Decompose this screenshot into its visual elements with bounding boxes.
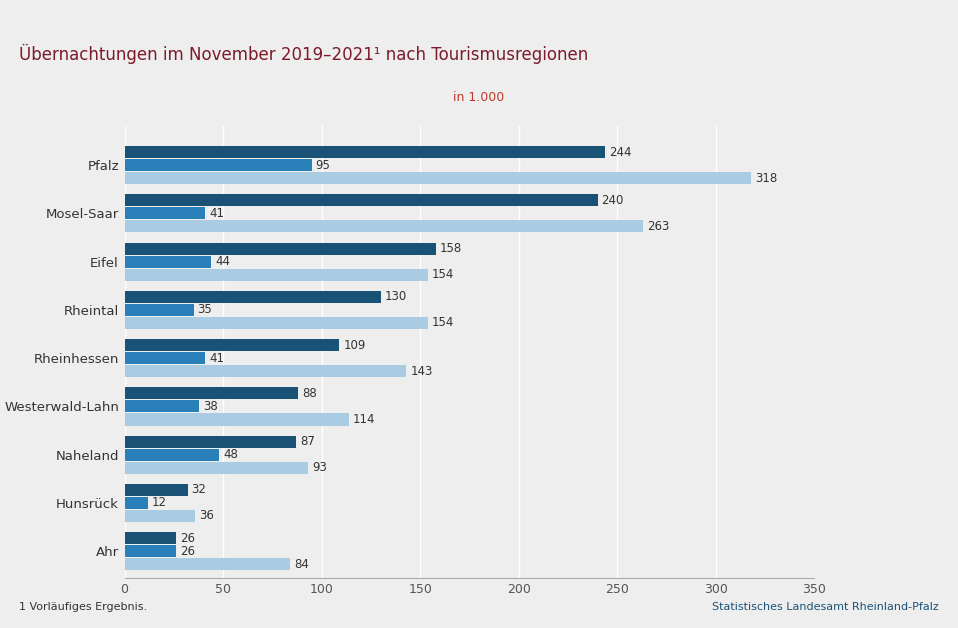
Text: in 1.000: in 1.000 — [453, 90, 505, 104]
Bar — [125, 256, 212, 268]
Bar — [125, 365, 406, 377]
Text: 26: 26 — [180, 544, 194, 558]
Bar — [125, 387, 298, 399]
Bar — [125, 462, 308, 474]
Text: 87: 87 — [300, 435, 315, 448]
Bar — [125, 242, 436, 255]
Bar — [125, 207, 205, 219]
Text: 38: 38 — [203, 400, 218, 413]
Text: 44: 44 — [216, 255, 230, 268]
Bar — [125, 545, 175, 557]
Text: 154: 154 — [432, 268, 454, 281]
Text: 154: 154 — [432, 317, 454, 330]
Bar — [125, 159, 311, 171]
Bar — [125, 339, 339, 351]
Text: 1 Vorläufiges Ergebnis.: 1 Vorläufiges Ergebnis. — [19, 602, 148, 612]
Text: 32: 32 — [192, 484, 206, 496]
Bar — [125, 401, 199, 413]
Bar — [125, 558, 290, 570]
Text: 244: 244 — [609, 146, 632, 159]
Text: 95: 95 — [316, 159, 331, 171]
Bar — [125, 436, 296, 448]
Text: 26: 26 — [180, 532, 194, 544]
Bar — [125, 413, 350, 426]
Text: 109: 109 — [343, 338, 366, 352]
Text: 12: 12 — [152, 497, 167, 509]
Bar — [125, 220, 643, 232]
Text: Statistisches Landesamt Rheinland-Pfalz: Statistisches Landesamt Rheinland-Pfalz — [712, 602, 939, 612]
Bar — [125, 510, 195, 522]
Text: 143: 143 — [410, 365, 433, 377]
Text: 88: 88 — [302, 387, 317, 400]
Bar — [125, 448, 219, 461]
Text: 240: 240 — [602, 194, 624, 207]
Bar — [125, 194, 598, 207]
Text: 263: 263 — [647, 220, 669, 233]
Text: 84: 84 — [294, 558, 308, 571]
Bar — [125, 484, 188, 496]
Text: 41: 41 — [209, 207, 224, 220]
Bar — [125, 317, 428, 329]
Text: 114: 114 — [354, 413, 376, 426]
Text: 130: 130 — [385, 290, 407, 303]
Bar — [125, 352, 205, 364]
Bar — [125, 269, 428, 281]
Bar — [125, 497, 148, 509]
Bar — [125, 532, 175, 544]
Text: 48: 48 — [223, 448, 238, 461]
Bar — [125, 304, 194, 316]
Bar — [125, 172, 751, 184]
Text: 93: 93 — [311, 461, 327, 474]
Text: 41: 41 — [209, 352, 224, 365]
Text: 36: 36 — [199, 509, 215, 522]
Text: Übernachtungen im November 2019–2021¹ nach Tourismusregionen: Übernachtungen im November 2019–2021¹ na… — [19, 44, 588, 64]
Text: 158: 158 — [440, 242, 462, 255]
Text: 35: 35 — [197, 303, 213, 317]
Text: 318: 318 — [755, 171, 778, 185]
Bar — [125, 146, 605, 158]
Bar — [125, 291, 380, 303]
